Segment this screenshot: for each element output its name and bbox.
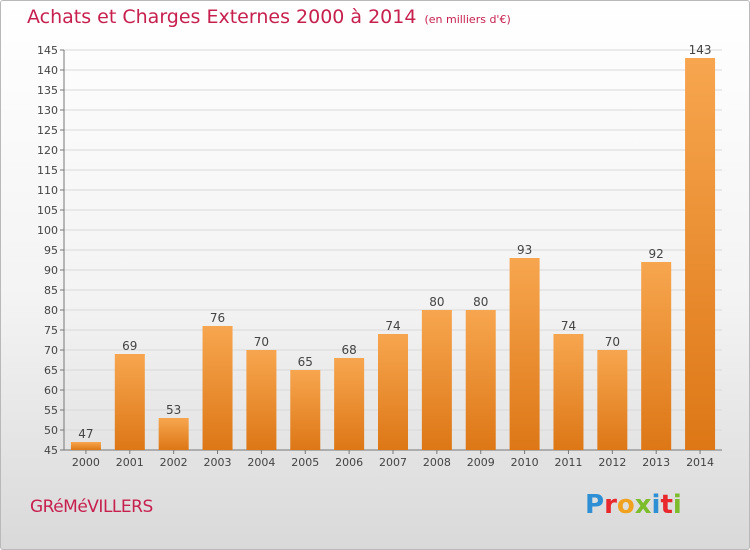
- y-tick-label: 120: [37, 144, 58, 157]
- x-tick-label: 2010: [511, 456, 539, 469]
- y-tick-label: 110: [37, 184, 58, 197]
- x-tick-label: 2007: [379, 456, 407, 469]
- y-tick-label: 60: [44, 384, 58, 397]
- y-tick-label: 100: [37, 224, 58, 237]
- x-tick-label: 2000: [72, 456, 100, 469]
- bar: [685, 58, 716, 450]
- x-tick-label: 2013: [642, 456, 670, 469]
- logo-letter: i: [672, 490, 682, 520]
- bar: [553, 334, 584, 450]
- logo-letter: i: [651, 490, 661, 520]
- y-tick-label: 80: [44, 304, 58, 317]
- bar: [334, 358, 365, 450]
- data-label: 80: [473, 295, 488, 309]
- data-label: 70: [254, 335, 269, 349]
- town-name: GRéMéVILLERS: [30, 497, 153, 517]
- logo-letter: P: [585, 490, 605, 520]
- bar: [70, 442, 101, 450]
- y-tick-label: 55: [44, 404, 58, 417]
- data-label: 53: [166, 403, 181, 417]
- bar: [378, 334, 408, 450]
- y-tick-label: 140: [37, 64, 58, 77]
- x-tick-label: 2002: [160, 456, 188, 469]
- data-label: 68: [341, 343, 356, 357]
- bar: [509, 258, 540, 450]
- x-tick-label: 2003: [204, 456, 232, 469]
- x-tick-label: 2004: [247, 456, 275, 469]
- bar: [158, 418, 189, 450]
- y-tick-label: 135: [37, 84, 58, 97]
- y-tick-label: 95: [44, 244, 58, 257]
- y-tick-label: 90: [44, 264, 58, 277]
- x-tick-label: 2006: [335, 456, 363, 469]
- logo-letter: r: [604, 490, 617, 520]
- chart-subtitle: (en milliers d'€): [424, 13, 511, 26]
- x-tick-label: 2009: [467, 456, 495, 469]
- y-tick-label: 85: [44, 284, 58, 297]
- logo-letter: o: [616, 490, 635, 520]
- y-tick-label: 125: [37, 124, 58, 137]
- bar: [465, 310, 496, 450]
- bar: [202, 326, 233, 450]
- data-label: 74: [385, 319, 400, 333]
- axes: 45 50 55 60 65 70 75 80 85 90 95 100 105 110 115 120 125…: [37, 44, 722, 469]
- data-label: 65: [298, 355, 313, 369]
- y-tick-label: 75: [44, 324, 58, 337]
- y-tick-label: 115: [37, 164, 58, 177]
- y-tick-label: 130: [37, 104, 58, 117]
- bar: [641, 262, 672, 450]
- data-label: 143: [689, 43, 712, 57]
- chart-title: Achats et Charges Externes 2000 à 2014 (e…: [27, 6, 511, 28]
- bar: [114, 354, 145, 450]
- data-label: 74: [561, 319, 576, 333]
- x-tick-label: 2001: [116, 456, 144, 469]
- y-tick-label: 65: [44, 364, 58, 377]
- data-label: 93: [517, 243, 532, 257]
- y-tick-label: 145: [37, 44, 58, 57]
- data-label: 80: [429, 295, 444, 309]
- data-label: 76: [210, 311, 225, 325]
- data-label: 47: [78, 427, 93, 441]
- bar: [246, 350, 277, 450]
- data-label: 69: [122, 339, 137, 353]
- title-text: Achats et Charges Externes 2000 à 2014: [27, 6, 417, 28]
- labels: 47 69 53 76 70 65 68 74 80 80 93 74 70 92 143: [78, 43, 711, 441]
- x-tick-label: 2011: [554, 456, 582, 469]
- x-tick-label: 2008: [423, 456, 451, 469]
- bar: [421, 310, 452, 450]
- x-tick-label: 2005: [291, 456, 319, 469]
- bar: [597, 350, 628, 450]
- y-tick-label: 70: [44, 344, 58, 357]
- y-tick-label: 45: [44, 444, 58, 457]
- y-tick-label: 50: [44, 424, 58, 437]
- bar: [290, 370, 321, 450]
- proxiti-logo: Proxiti: [585, 490, 682, 520]
- y-tick-label: 105: [37, 204, 58, 217]
- data-label: 70: [605, 335, 620, 349]
- x-tick-label: 2014: [686, 456, 714, 469]
- bars: [70, 58, 716, 450]
- logo-letter: x: [634, 490, 652, 520]
- data-label: 92: [649, 247, 664, 261]
- x-tick-label: 2012: [598, 456, 626, 469]
- logo-letter: t: [660, 490, 673, 520]
